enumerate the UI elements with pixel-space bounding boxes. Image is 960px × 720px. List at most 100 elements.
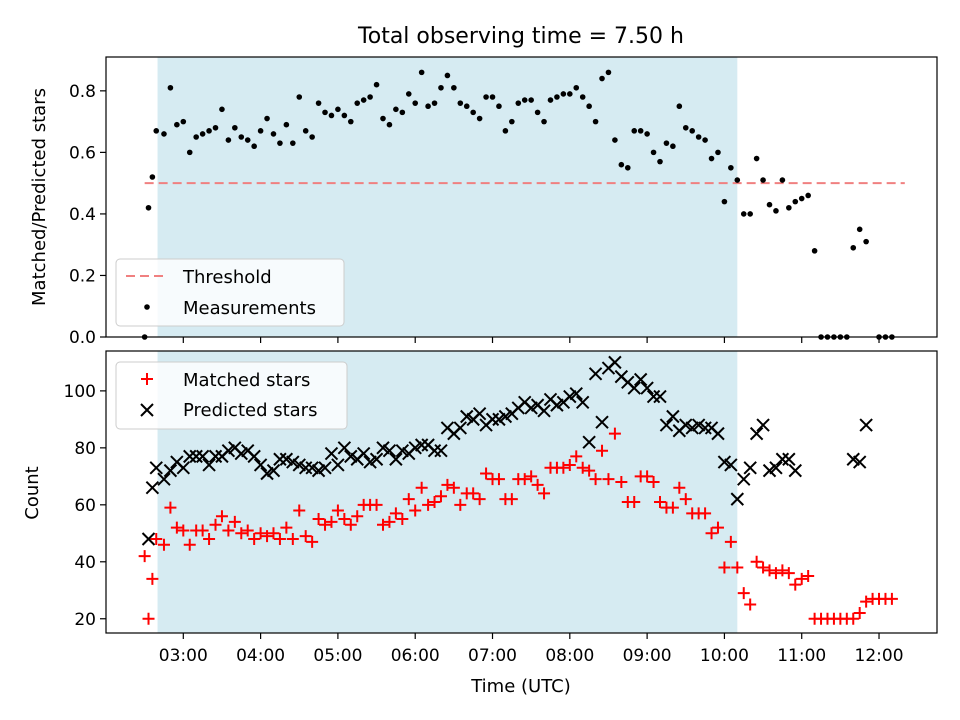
ratio-legend-box [115,258,345,327]
predicted-star-point [595,415,609,429]
measurement-point [863,238,869,245]
y-tick-label: 0.0 [69,328,96,348]
measurement-point [161,131,167,137]
measurement-point [335,106,341,113]
measurement-point [702,137,708,143]
measurement-point [244,137,251,143]
threshold-legend-label: Threshold [182,267,272,288]
measurement-point [670,143,676,150]
matched-star-point [280,521,293,534]
predicted-star-point [176,461,191,475]
matched-star-point [150,533,163,545]
measurement-point [708,155,715,162]
matched-star-point [666,501,679,514]
y-tick-label: 0.2 [69,266,96,286]
measurement-point [747,211,753,217]
matched-star-point [724,535,737,548]
measurement-point [554,94,560,100]
matched-star-point [370,498,383,511]
measurement-point [728,164,734,171]
matched-star-point [480,467,493,480]
matched-star-point [596,444,609,457]
measurement-point [612,137,618,143]
measurement-point [360,97,367,103]
measurement-point [773,208,779,214]
measurement-point [605,69,612,76]
matched-star-point [782,567,795,580]
measurement-point [483,94,489,100]
measurement-point [206,128,212,134]
y-tick-label: 80 [74,439,96,459]
measurement-point [715,149,721,156]
measurement-point [322,109,328,116]
measurement-point [431,100,438,106]
x-tick-label: 04:00 [236,646,285,666]
predicted-star-point [769,461,783,475]
measurement-point [657,158,663,165]
measurement-point [798,195,805,202]
measurement-point [734,177,741,183]
measurement-point [457,100,464,106]
matched-star-point [557,461,570,474]
matched-star-point [331,504,344,517]
predicted-legend-swatch [140,403,154,417]
count-y-ticks: 20 40 60 80 100 [64,382,106,630]
matched-star-point [757,561,770,574]
predicted-legend-label: Predicted stars [183,400,317,421]
measurement-point [373,81,380,88]
measurement-point [290,140,296,146]
predicted-star-point [337,441,352,455]
predicted-star-point [157,472,171,486]
measurement-point [393,106,399,113]
matched-star-point [228,515,241,528]
measurement-point [786,204,792,211]
predicted-star-point [666,409,680,424]
measurement-point [509,118,515,125]
measurement-point [515,100,522,106]
matched-star-point [673,481,686,494]
matched-star-point [583,464,596,477]
measurement-point [367,94,373,100]
measurement-point [766,201,773,208]
measurement-point [463,103,470,110]
predicted-star-point [318,461,332,475]
matched-star-point [402,493,415,506]
predicted-star-point [859,418,873,432]
measurement-point [644,131,650,137]
measurement-point [689,128,696,134]
matched-legend-label: Matched stars [183,370,310,391]
measurement-point [476,115,483,122]
matched-star-point [628,495,641,508]
measurement-point [599,75,605,82]
measurement-point [502,128,509,134]
measurement-point [167,84,174,91]
predicted-star-point [749,426,764,441]
matched-star-point [267,527,280,540]
predicted-star-point [208,449,223,464]
matched-star-point [254,527,267,540]
measurement-point [412,100,419,106]
measurement-point [193,134,199,140]
matched-star-point [885,592,898,605]
measurement-point [721,198,728,205]
matched-star-point [563,458,576,471]
measurement-point [145,204,152,211]
predicted-star-point [627,381,641,395]
predicted-star-point [775,452,790,466]
matched-star-point [138,550,151,563]
measurement-point [779,177,786,183]
matched-star-point [142,612,155,625]
matched-star-point [286,533,299,545]
matched-star-point [170,521,183,534]
measurement-point [386,121,393,128]
predicted-star-point [298,461,313,475]
predicted-star-point [788,463,802,478]
ratio-marks [141,69,895,340]
matched-star-point [164,501,177,514]
matched-star-point [447,481,460,494]
x-tick-label: 12:00 [855,646,904,666]
predicted-star-point [756,418,770,432]
matched-star-point [654,495,666,508]
x-tick-label: 07:00 [468,646,517,666]
